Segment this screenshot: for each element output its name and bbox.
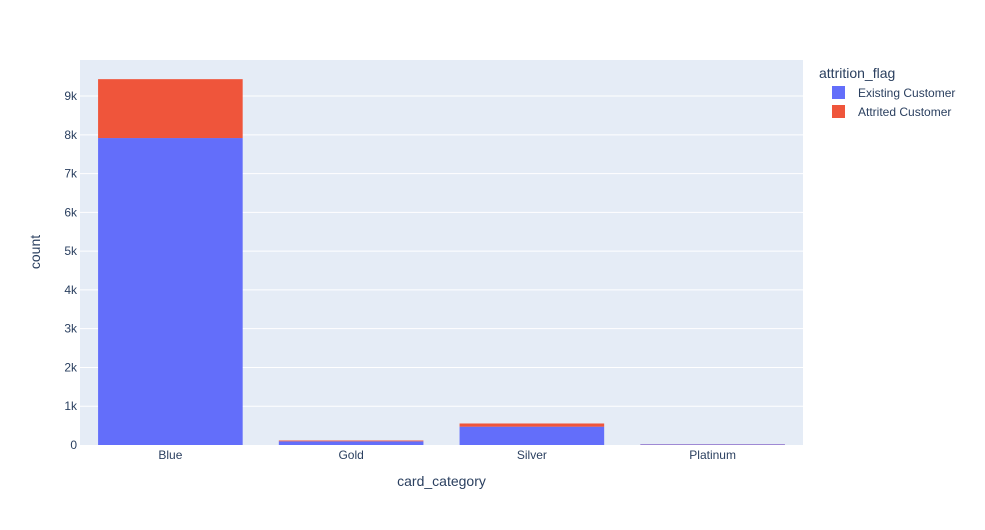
bar-gold-attrited[interactable]: [279, 441, 424, 442]
x-axis-ticks: Blue Gold Silver Platinum: [158, 448, 736, 462]
legend-label-existing: Existing Customer: [858, 86, 955, 100]
legend-item-existing[interactable]: Existing Customer: [832, 86, 955, 100]
legend-item-attrited[interactable]: Attrited Customer: [832, 105, 951, 119]
x-tick-label: Gold: [338, 448, 363, 462]
x-tick-label: Platinum: [689, 448, 736, 462]
y-tick-label: 0: [70, 438, 77, 452]
y-tick-label: 2k: [64, 360, 78, 374]
y-tick-label: 7k: [64, 167, 78, 181]
y-tick-label: 4k: [64, 283, 78, 297]
bar-blue-existing[interactable]: [98, 138, 243, 445]
bar-silver-existing[interactable]: [460, 427, 605, 445]
legend-label-attrited: Attrited Customer: [858, 105, 951, 119]
y-tick-label: 8k: [64, 128, 78, 142]
legend-swatch-attrited: [832, 105, 845, 118]
y-tick-label: 9k: [64, 89, 78, 103]
y-axis-title: count: [27, 235, 43, 269]
y-tick-label: 1k: [64, 399, 78, 413]
y-axis-ticks: 0 1k 2k 3k 4k 5k 6k 7k 8k 9k: [64, 89, 78, 452]
x-axis-title: card_category: [397, 473, 486, 489]
legend-title: attrition_flag: [819, 65, 895, 81]
y-tick-label: 5k: [64, 244, 78, 258]
x-tick-label: Blue: [158, 448, 182, 462]
bar-platinum-existing[interactable]: [640, 444, 785, 445]
y-tick-label: 6k: [64, 205, 78, 219]
legend-swatch-existing: [832, 86, 845, 99]
legend: attrition_flag Existing Customer Attrite…: [819, 65, 955, 119]
y-tick-label: 3k: [64, 322, 78, 336]
bar-silver-attrited[interactable]: [460, 423, 605, 426]
bar-gold-existing[interactable]: [279, 441, 424, 445]
bar-blue-attrited[interactable]: [98, 79, 243, 138]
x-tick-label: Silver: [517, 448, 547, 462]
